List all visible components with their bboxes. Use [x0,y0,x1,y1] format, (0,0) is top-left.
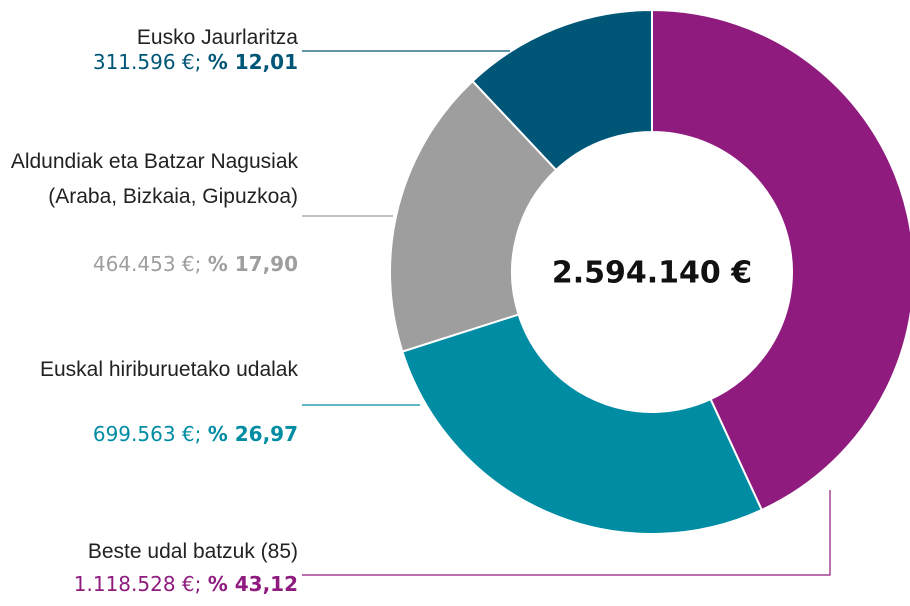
leader-line [302,490,831,576]
donut-slice [651,8,910,512]
value-line: 699.563 €; % 26,97 [0,422,298,446]
percent-label: % 12,01 [207,50,298,74]
value-line: 464.453 €; % 17,90 [0,252,298,276]
value-label: 699.563 €; [92,422,202,446]
category-label: Beste udal batzuk (85) [87,540,298,563]
value-line: 311.596 €; % 12,01 [0,50,298,74]
total-label: 2.594.140 € [552,256,752,291]
category-label: Eusko Jaurlaritza [136,26,298,49]
value-label: 311.596 €; [92,50,202,74]
value-label: 1.118.528 €; [73,572,202,596]
percent-label: % 43,12 [207,572,298,596]
value-line: 1.118.528 €; % 43,12 [0,572,298,596]
value-label: 464.453 €; [92,252,202,276]
donut-slice [401,313,764,535]
donut-slice [389,79,558,353]
category-label: Euskal hiriburuetako udalak [40,358,298,381]
category-label: Aldundiak eta Batzar Nagusiak (Araba, Bi… [10,150,298,208]
percent-label: % 26,97 [207,422,298,446]
percent-label: % 17,90 [207,252,298,276]
